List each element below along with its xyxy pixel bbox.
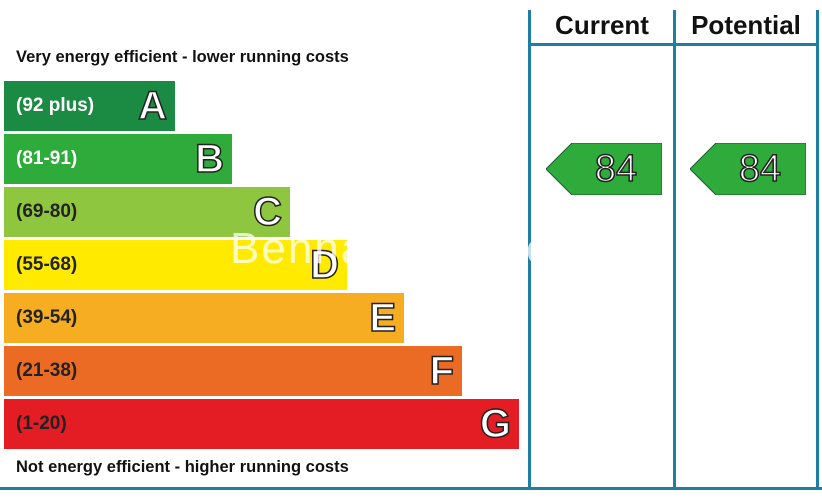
band-letter: G [479, 401, 512, 447]
band-g: (1-20) G [4, 399, 519, 449]
bottom-border [0, 487, 822, 490]
current-rating-value: 84 [594, 147, 638, 191]
arrow-shape [546, 143, 662, 195]
band-range: (1-20) [16, 413, 67, 434]
header-underline [528, 43, 819, 46]
band-range: (92 plus) [16, 95, 95, 116]
band-letter: E [369, 295, 397, 341]
bottom-caption: Not energy efficient - higher running co… [16, 458, 349, 476]
band-range: (69-80) [16, 201, 78, 222]
current-rating-arrow: 84 [546, 143, 662, 195]
potential-rating-value: 84 [738, 147, 782, 191]
divider-left [528, 10, 531, 490]
band-b: (81-91) B [4, 134, 232, 184]
divider-middle [673, 10, 676, 490]
band-range: (21-38) [16, 360, 78, 381]
arrow-shape [690, 143, 806, 195]
band-range: (39-54) [16, 307, 78, 328]
divider-right [816, 10, 819, 490]
band-d: (55-68) D [4, 240, 347, 290]
agency-watermark: Benham & Reeves [230, 224, 627, 273]
band-letter: F [429, 348, 455, 394]
band-e: (39-54) E [4, 293, 404, 343]
band-letter: D [309, 242, 339, 288]
band-range: (55-68) [16, 254, 78, 275]
band-letter: A [137, 83, 167, 129]
current-column-header: Current [555, 10, 649, 40]
band-c: (69-80) C [4, 187, 290, 237]
band-letter: C [252, 189, 282, 235]
band-letter: B [194, 136, 224, 182]
band-a: (92 plus) A [4, 81, 175, 131]
band-range: (81-91) [16, 148, 78, 169]
top-caption: Very energy efficient - lower running co… [16, 48, 349, 66]
potential-rating-arrow: 84 [690, 143, 806, 195]
potential-column-header: Potential [691, 10, 801, 40]
band-f: (21-38) F [4, 346, 462, 396]
